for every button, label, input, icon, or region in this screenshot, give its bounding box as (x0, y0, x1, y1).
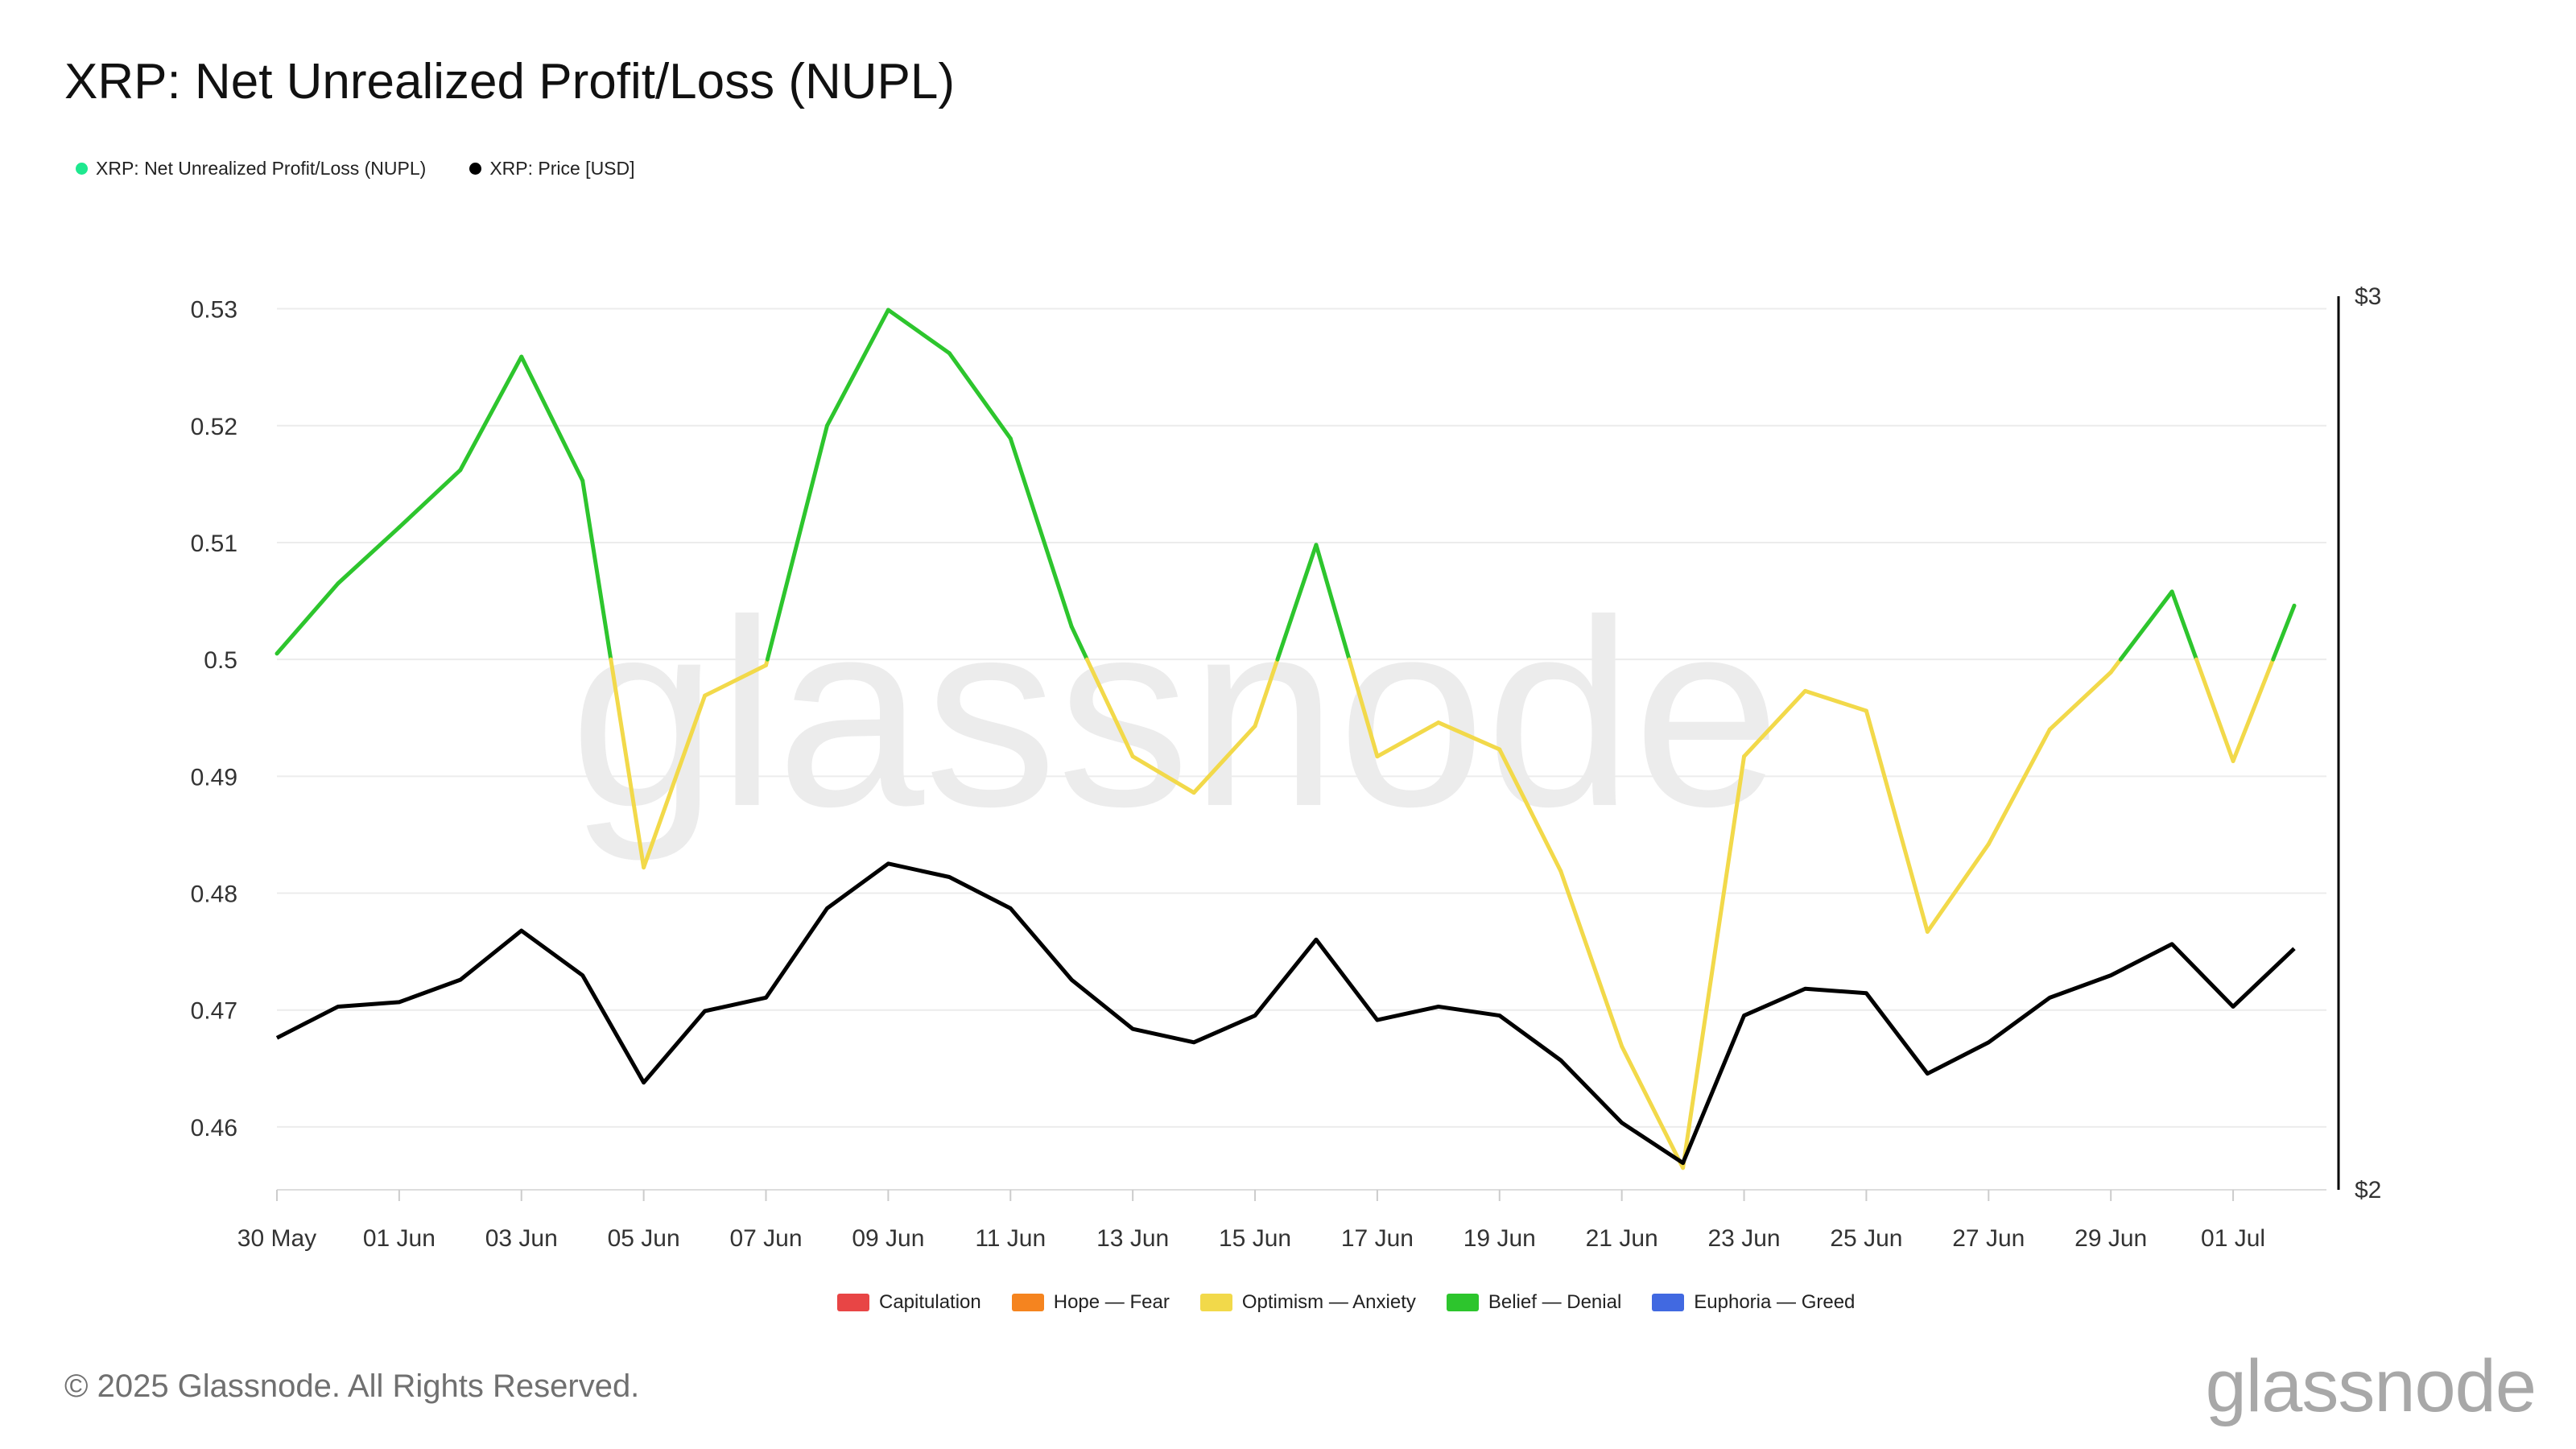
nupl-line-segment (2108, 657, 2123, 675)
zone-label: Optimism — Anxiety (1241, 1291, 1416, 1313)
nupl-line-segment (2194, 657, 2235, 763)
y-tick-label: 0.5 (204, 647, 237, 674)
right-y-tick-label: $3 (2355, 283, 2381, 310)
zone-belief-denial[interactable]: Belief — Denial (1446, 1291, 1622, 1314)
x-tick-label: 03 Jun (485, 1225, 558, 1252)
y-tick-label: 0.48 (191, 881, 237, 908)
zone-hope-fear[interactable]: Hope — Fear (1011, 1291, 1170, 1314)
nupl-line-segment (1253, 657, 1280, 729)
nupl-line-segment (2047, 670, 2113, 732)
nupl-line-segment (1275, 543, 1319, 662)
nupl-line-segment (1802, 688, 1868, 713)
zone-label: Belief — Denial (1488, 1291, 1622, 1313)
x-tick-label: 17 Jun (1341, 1225, 1414, 1252)
x-tick-label: 30 May (237, 1225, 316, 1252)
nupl-line-segment (336, 525, 402, 586)
nupl-line-segment (1191, 724, 1257, 795)
y-tick-label: 0.47 (191, 998, 237, 1025)
nupl-line-segment (703, 663, 769, 698)
legend-item-nupl[interactable]: XRP: Net Unrealized Profit/Loss (NUPL) (76, 158, 426, 180)
legend-label-nupl: XRP: Net Unrealized Profit/Loss (NUPL) (96, 158, 427, 179)
nupl-line-segment (1130, 754, 1196, 795)
nupl-line-segment (1925, 842, 1991, 934)
nupl-line-segment (1375, 720, 1441, 759)
nupl-line-segment (1681, 754, 1747, 1170)
nupl-line-segment (519, 354, 585, 483)
y-tick-label: 0.49 (191, 764, 237, 791)
right-y-tick-label: $2 (2355, 1177, 2381, 1203)
nupl-line-segment (1069, 624, 1089, 662)
nupl-line-segment (1742, 688, 1807, 759)
zone-euphoria-greed[interactable]: Euphoria — Greed (1652, 1291, 1855, 1314)
nupl-line-segment (2118, 589, 2174, 662)
price-line (275, 861, 2296, 1166)
nupl-line-segment (1558, 869, 1624, 1049)
nupl-line-segment (886, 308, 952, 356)
nupl-line-segment (1436, 720, 1502, 752)
nupl-line-segment (2169, 589, 2198, 662)
legend-label-price: XRP: Price [USD] (489, 158, 635, 179)
nupl-line-segment (580, 478, 613, 662)
y-tick-label: 0.53 (191, 297, 237, 324)
nupl-line-segment (2271, 603, 2297, 662)
nupl-line-segment (1347, 657, 1380, 759)
nupl-line-segment (275, 581, 341, 656)
nupl-line-segment (642, 693, 708, 870)
zone-capitulation[interactable]: Capitulation (837, 1291, 981, 1314)
x-tick-label: 21 Jun (1586, 1225, 1658, 1252)
green-dot-icon (76, 163, 88, 175)
zone-legend: Capitulation Hope — Fear Optimism — Anxi… (837, 1291, 1855, 1314)
series-legend: XRP: Net Unrealized Profit/Loss (NUPL) X… (76, 158, 635, 180)
nupl-line-segment (1620, 1044, 1686, 1170)
nupl-line-segment (947, 351, 1013, 441)
x-tick-label: 15 Jun (1219, 1225, 1291, 1252)
x-tick-label: 09 Jun (852, 1225, 924, 1252)
y-tick-label: 0.46 (191, 1115, 237, 1141)
x-tick-label: 29 Jun (2074, 1225, 2147, 1252)
zone-swatch (1199, 1294, 1232, 1311)
chart-title: XRP: Net Unrealized Profit/Loss (NUPL) (64, 54, 956, 109)
legend-item-price[interactable]: XRP: Price [USD] (469, 158, 635, 180)
nupl-line-segment (397, 468, 463, 530)
nupl-line-segment (1314, 543, 1352, 662)
x-tick-label: 13 Jun (1096, 1225, 1169, 1252)
y-tick-label: 0.52 (191, 414, 237, 440)
x-tick-label: 11 Jun (975, 1225, 1046, 1252)
x-tick-label: 19 Jun (1463, 1225, 1536, 1252)
nupl-line-segment (2231, 657, 2276, 763)
glassnode-logo: glassnode (2205, 1345, 2537, 1427)
watermark-text: glassnode (570, 564, 1781, 863)
nupl-line-segment (765, 423, 829, 662)
nupl-line-segment (1084, 657, 1135, 759)
nupl-line-segment (458, 354, 524, 473)
nupl-chart: glassnode 0.46 0.47 0.48 0.49 0.5 0.51 0.52 0.5… (191, 283, 2382, 1252)
x-tick-label: 01 Jun (363, 1225, 436, 1252)
nupl-line-segment (1986, 727, 2052, 847)
nupl-line-segment (1497, 747, 1563, 873)
zone-label: Hope — Fear (1053, 1291, 1170, 1313)
copyright-text: © 2025 Glassnode. All Rights Reserved. (64, 1368, 640, 1404)
zone-swatch (1652, 1294, 1685, 1311)
x-tick-label: 07 Jun (729, 1225, 802, 1252)
x-tick-label: 25 Jun (1830, 1225, 1902, 1252)
nupl-line-segment (1008, 436, 1074, 629)
x-tick-label: 27 Jun (1952, 1225, 2025, 1252)
nupl-line-segment (824, 308, 890, 428)
x-tick-label: 01 Jul (2201, 1225, 2265, 1252)
zone-optimism-anxiety[interactable]: Optimism — Anxiety (1199, 1291, 1416, 1314)
x-tick-label: 05 Jun (608, 1225, 680, 1252)
nupl-line-segment (1864, 708, 1930, 934)
zone-swatch (1446, 1294, 1479, 1311)
zone-label: Capitulation (879, 1291, 981, 1313)
x-tick-label: 23 Jun (1708, 1225, 1781, 1252)
nupl-line-segment (609, 657, 646, 870)
zone-label: Euphoria — Greed (1694, 1291, 1856, 1313)
zone-swatch (1011, 1294, 1044, 1311)
black-dot-icon (469, 163, 482, 175)
y-tick-label: 0.51 (191, 530, 237, 557)
zone-swatch (837, 1294, 869, 1311)
